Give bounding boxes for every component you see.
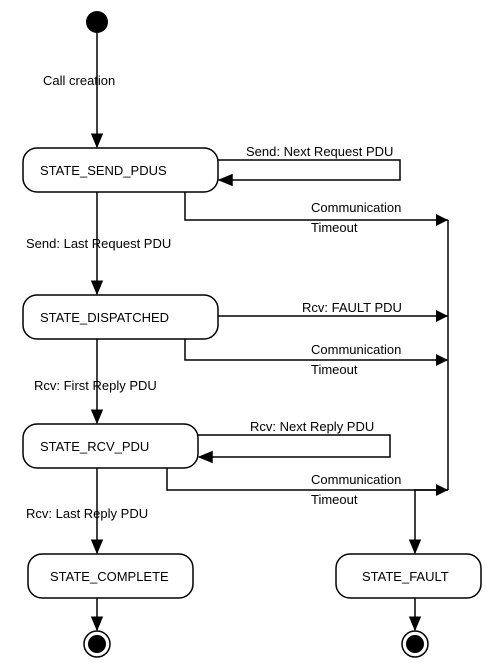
edge-rcv-next-reply-pdu [198, 435, 390, 457]
state-complete-label: STATE_COMPLETE [50, 569, 169, 584]
label-timeout-2a: Communication [311, 342, 401, 357]
arrowhead-join-1 [436, 214, 448, 226]
edge-send-next-request-pdu [218, 160, 400, 180]
label-rcv-fault-pdu: Rcv: FAULT PDU [302, 300, 402, 315]
arrowhead-join-3 [436, 354, 448, 366]
arrowhead-join-2 [436, 310, 448, 322]
label-timeout-3b: Timeout [311, 492, 358, 507]
label-call-creation: Call creation [43, 73, 115, 88]
label-timeout-1a: Communication [311, 200, 401, 215]
state-rcv-pdu-label: STATE_RCV_PDU [40, 439, 149, 454]
state-dispatched-label: STATE_DISPATCHED [40, 310, 169, 325]
label-send-last-request-pdu: Send: Last Request PDU [26, 236, 171, 251]
label-timeout-3a: Communication [311, 472, 401, 487]
edge-rcv-pdu-timeout-h [167, 468, 448, 490]
label-timeout-2b: Timeout [311, 362, 358, 377]
label-timeout-1b: Timeout [311, 220, 358, 235]
label-send-next-request-pdu: Send: Next Request PDU [246, 144, 393, 159]
label-rcv-next-reply-pdu: Rcv: Next Reply PDU [250, 419, 374, 434]
final-complete-inner [88, 635, 106, 653]
edge-fault-merge-to-state [415, 490, 448, 553]
state-fault-label: STATE_FAULT [362, 569, 449, 584]
label-rcv-first-reply-pdu: Rcv: First Reply PDU [34, 378, 157, 393]
final-fault-inner [406, 635, 424, 653]
label-rcv-last-reply-pdu: Rcv: Last Reply PDU [26, 506, 148, 521]
initial-node [86, 11, 108, 33]
state-diagram: Call creation STATE_SEND_PDUS Send: Next… [0, 0, 501, 667]
state-send-pdus-label: STATE_SEND_PDUS [40, 163, 167, 178]
